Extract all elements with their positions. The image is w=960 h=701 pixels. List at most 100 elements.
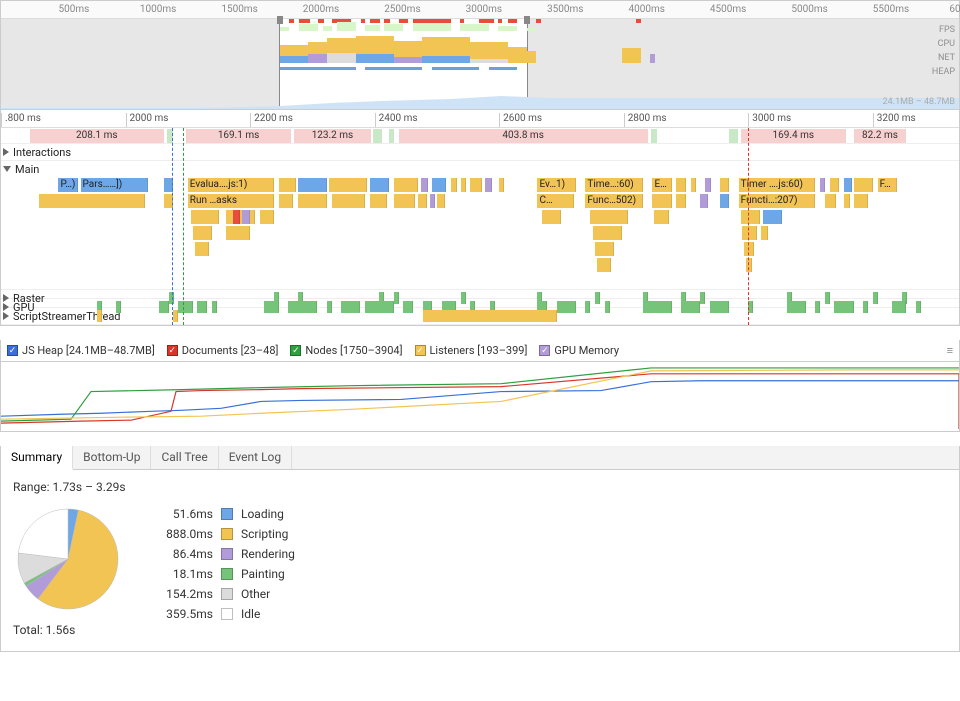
disclosure-icon[interactable]: [3, 148, 9, 156]
task-segment[interactable]: [389, 129, 394, 143]
flame-block[interactable]: [193, 226, 212, 240]
task-segment[interactable]: [729, 129, 738, 143]
flame-block[interactable]: [705, 178, 711, 192]
flame-block[interactable]: [854, 178, 873, 192]
flame-block[interactable]: [298, 194, 327, 208]
flame-block[interactable]: Evalua….js:1): [188, 178, 274, 192]
flame-block[interactable]: [844, 178, 852, 192]
flame-block[interactable]: [854, 194, 868, 208]
flame-block[interactable]: F…: [878, 178, 897, 192]
flamechart-panel[interactable]: .800 ms2000 ms2200 ms2400 ms2600 ms2800 …: [0, 110, 960, 326]
flame-block[interactable]: [691, 178, 697, 192]
flame-block[interactable]: [260, 210, 274, 224]
track-raster[interactable]: Raster: [1, 290, 959, 299]
flame-block[interactable]: [418, 194, 428, 208]
flame-block[interactable]: [652, 194, 671, 208]
task-segment[interactable]: 208.1 ms: [30, 129, 164, 143]
task-segment[interactable]: [373, 129, 383, 143]
flame-block[interactable]: [763, 210, 782, 224]
tab-event-log[interactable]: Event Log: [219, 446, 292, 469]
memory-checkbox[interactable]: ✓Nodes [1750–3904]: [290, 344, 402, 357]
task-segment[interactable]: 82.2 ms: [854, 129, 907, 143]
flame-block[interactable]: [470, 178, 481, 192]
flame-block[interactable]: P…): [58, 178, 77, 192]
flame-block[interactable]: Func…502): [585, 194, 642, 208]
flame-block[interactable]: [590, 210, 628, 224]
main-flame-body[interactable]: P…) Pars……]) Evalua….js:1) Ev…1) Time…:60) E……: [1, 177, 959, 289]
task-segment[interactable]: 169.4 ms: [741, 129, 846, 143]
tab-summary[interactable]: Summary: [1, 446, 73, 470]
flame-block[interactable]: [394, 178, 418, 192]
flame-block[interactable]: [451, 178, 457, 192]
flame-block[interactable]: E…: [652, 178, 671, 192]
flame-block[interactable]: [742, 226, 756, 240]
flame-block[interactable]: [761, 226, 769, 240]
track-sst[interactable]: ScriptStreamerThread: [1, 308, 959, 325]
flame-block[interactable]: [370, 178, 389, 192]
flame-block[interactable]: [595, 242, 614, 256]
flame-block[interactable]: C…: [537, 194, 573, 208]
flame-block[interactable]: [499, 178, 504, 192]
flame-block[interactable]: [242, 210, 250, 224]
memory-checkbox[interactable]: ✓Listeners [193–399]: [415, 344, 528, 357]
memory-checkbox[interactable]: ✓JS Heap [24.1MB–48.7MB]: [7, 344, 155, 357]
flame-block[interactable]: [191, 210, 220, 224]
track-interactions[interactable]: Interactions: [1, 144, 959, 161]
details-tabs: SummaryBottom-UpCall TreeEvent Log: [0, 446, 960, 470]
memory-checkbox[interactable]: ✓Documents [23–48]: [167, 344, 279, 357]
summary-pie-chart: [13, 504, 123, 614]
flame-block[interactable]: [430, 194, 435, 208]
task-segment[interactable]: 123.2 ms: [294, 129, 371, 143]
flame-block[interactable]: [654, 210, 668, 224]
raster-body: [1, 292, 959, 298]
tab-bottom-up[interactable]: Bottom-Up: [73, 446, 151, 469]
flame-block[interactable]: [279, 194, 293, 208]
flame-block[interactable]: [825, 194, 836, 208]
task-segment[interactable]: [651, 129, 658, 143]
flame-block[interactable]: [233, 210, 241, 224]
flame-block[interactable]: [329, 178, 367, 192]
flame-block[interactable]: [700, 194, 708, 208]
flame-block[interactable]: [485, 178, 493, 192]
memory-chart[interactable]: [0, 362, 960, 432]
task-segment[interactable]: 169.1 ms: [186, 129, 291, 143]
tab-call-tree[interactable]: Call Tree: [151, 446, 218, 469]
flame-block[interactable]: [332, 194, 366, 208]
flame-block[interactable]: [370, 194, 387, 208]
flame-block[interactable]: [741, 210, 760, 224]
flame-block[interactable]: [432, 178, 446, 192]
flame-block[interactable]: Ev…1): [537, 178, 575, 192]
flame-block[interactable]: [298, 178, 327, 192]
flame-block[interactable]: Timer ….js:60): [739, 178, 816, 192]
flame-block[interactable]: Time…:60): [585, 178, 642, 192]
memory-checkbox[interactable]: ✓GPU Memory: [539, 344, 619, 357]
flame-block[interactable]: [394, 194, 415, 208]
flame-block[interactable]: Functi…:207): [739, 194, 816, 208]
flame-block[interactable]: [720, 194, 730, 208]
flame-block[interactable]: [676, 178, 686, 192]
task-segment[interactable]: 403.8 ms: [399, 129, 648, 143]
flame-block[interactable]: [279, 178, 296, 192]
flame-block[interactable]: [226, 210, 255, 224]
flame-block[interactable]: [421, 178, 429, 192]
flame-block[interactable]: [226, 226, 250, 240]
disclosure-icon[interactable]: [3, 166, 11, 172]
track-main[interactable]: Main P…)Pars……])Evalua….js:1)Ev…1)Time…:…: [1, 161, 959, 290]
flame-block[interactable]: [676, 194, 686, 208]
flame-block[interactable]: [830, 178, 840, 192]
flame-block[interactable]: [461, 178, 466, 192]
flame-block[interactable]: [820, 178, 825, 192]
flame-block[interactable]: Run …asks: [188, 194, 274, 208]
flame-block[interactable]: [542, 210, 561, 224]
flame-block[interactable]: [437, 194, 445, 208]
flame-block[interactable]: [593, 226, 622, 240]
flame-block[interactable]: [844, 194, 850, 208]
overview-strip[interactable]: 500ms1000ms1500ms2000ms2500ms3000ms3500m…: [0, 0, 960, 110]
flame-block[interactable]: [39, 194, 144, 208]
flame-block[interactable]: Pars……]): [81, 178, 148, 192]
flame-block[interactable]: [195, 242, 209, 256]
flame-block[interactable]: [720, 178, 730, 192]
hamburger-icon[interactable]: ≡: [947, 344, 953, 357]
flame-block[interactable]: [597, 258, 611, 272]
track-gpu[interactable]: GPU: [1, 299, 959, 308]
